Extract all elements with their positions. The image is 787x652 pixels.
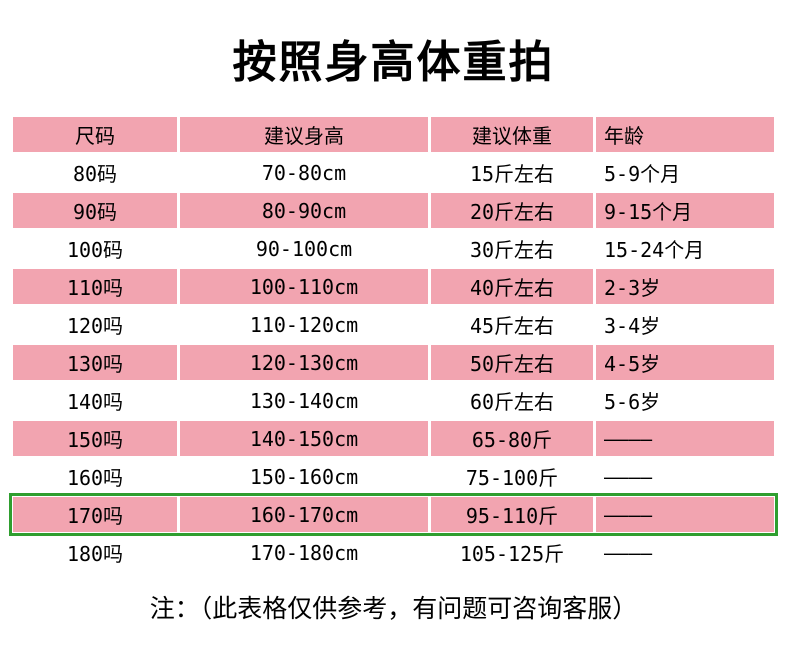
cell-age: ———— (596, 421, 774, 456)
table-row: 80码 70-80cm 15斤左右 5-9个月 (13, 155, 774, 190)
header-age: 年龄 (596, 117, 774, 152)
cell-weight: 95-110斤 (431, 497, 593, 532)
cell-age: 15-24个月 (596, 231, 774, 266)
cell-weight: 65-80斤 (431, 421, 593, 456)
cell-height: 70-80cm (180, 155, 428, 190)
cell-size: 120吗 (13, 307, 177, 342)
cell-age: ———— (596, 535, 774, 570)
cell-height: 150-160cm (180, 459, 428, 494)
table-row: 140吗 130-140cm 60斤左右 5-6岁 (13, 383, 774, 418)
cell-height: 90-100cm (180, 231, 428, 266)
cell-age: 5-6岁 (596, 383, 774, 418)
cell-age: 2-3岁 (596, 269, 774, 304)
table-header-row: 尺码 建议身高 建议体重 年龄 (13, 117, 774, 152)
cell-weight: 40斤左右 (431, 269, 593, 304)
table-row: 170吗 160-170cm 95-110斤 ———— (9, 493, 778, 536)
cell-weight: 20斤左右 (431, 193, 593, 228)
cell-size: 180吗 (13, 535, 177, 570)
cell-height: 100-110cm (180, 269, 428, 304)
cell-size: 160吗 (13, 459, 177, 494)
cell-height: 140-150cm (180, 421, 428, 456)
table-row: 110吗 100-110cm 40斤左右 2-3岁 (13, 269, 774, 304)
cell-size: 90码 (13, 193, 177, 228)
header-suggested-weight: 建议体重 (431, 117, 593, 152)
cell-weight: 105-125斤 (431, 535, 593, 570)
table-row: 120吗 110-120cm 45斤左右 3-4岁 (13, 307, 774, 342)
table-row: 180吗 170-180cm 105-125斤 ———— (13, 535, 774, 570)
cell-size: 110吗 (13, 269, 177, 304)
cell-age: ———— (596, 497, 774, 532)
cell-weight: 30斤左右 (431, 231, 593, 266)
size-table: 尺码 建议身高 建议体重 年龄 80码 70-80cm 15斤左右 5-9个月 90码 8… (9, 114, 778, 573)
cell-size: 100码 (13, 231, 177, 266)
cell-size: 80码 (13, 155, 177, 190)
cell-age: 9-15个月 (596, 193, 774, 228)
table-row: 100码 90-100cm 30斤左右 15-24个月 (13, 231, 774, 266)
cell-age: 5-9个月 (596, 155, 774, 190)
cell-age: 3-4岁 (596, 307, 774, 342)
cell-height: 130-140cm (180, 383, 428, 418)
header-size: 尺码 (13, 117, 177, 152)
cell-size: 130吗 (13, 345, 177, 380)
cell-weight: 75-100斤 (431, 459, 593, 494)
cell-age: 4-5岁 (596, 345, 774, 380)
table-row: 160吗 150-160cm 75-100斤 ———— (13, 459, 774, 494)
cell-size: 140吗 (13, 383, 177, 418)
footer-note: 注：（此表格仅供参考，有问题可咨询客服） (149, 594, 638, 623)
page-title: 按照身高体重拍 (232, 37, 555, 88)
header-suggested-height: 建议身高 (180, 117, 428, 152)
cell-size: 170吗 (13, 497, 177, 532)
cell-weight: 15斤左右 (431, 155, 593, 190)
cell-age: ———— (596, 459, 774, 494)
cell-height: 110-120cm (180, 307, 428, 342)
cell-weight: 60斤左右 (431, 383, 593, 418)
cell-height: 160-170cm (180, 497, 428, 532)
table-row: 150吗 140-150cm 65-80斤 ———— (13, 421, 774, 456)
cell-height: 80-90cm (180, 193, 428, 228)
cell-height: 120-130cm (180, 345, 428, 380)
cell-height: 170-180cm (180, 535, 428, 570)
table-body: 80码 70-80cm 15斤左右 5-9个月 90码 80-90cm 20斤左右 9-15个… (9, 155, 778, 570)
table-row: 90码 80-90cm 20斤左右 9-15个月 (13, 193, 774, 228)
cell-weight: 50斤左右 (431, 345, 593, 380)
cell-weight: 45斤左右 (431, 307, 593, 342)
table-row: 130吗 120-130cm 50斤左右 4-5岁 (13, 345, 774, 380)
cell-size: 150吗 (13, 421, 177, 456)
